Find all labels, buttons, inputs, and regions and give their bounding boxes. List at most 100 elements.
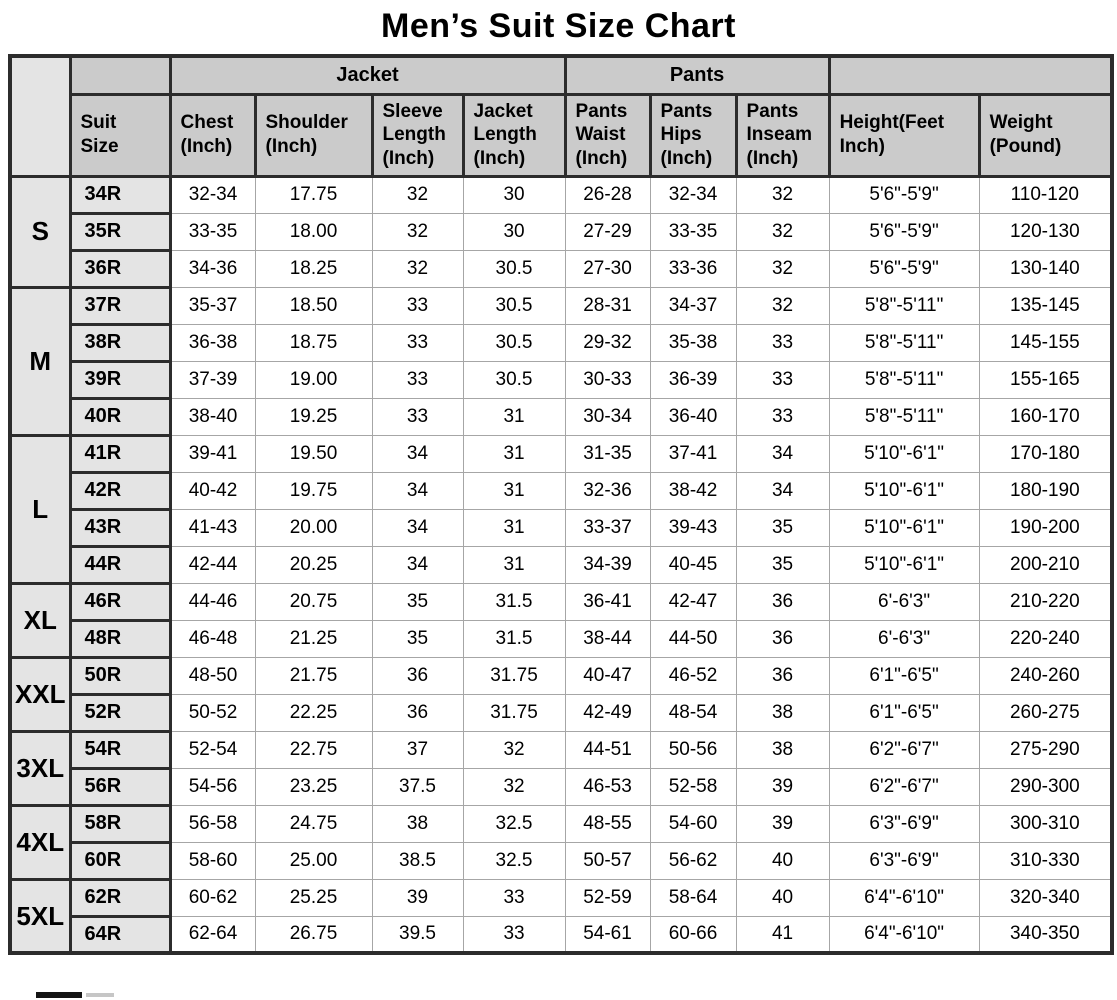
data-cell: 46-53 <box>564 767 651 806</box>
data-cell: 190-200 <box>978 508 1113 547</box>
data-cell: 6'-6'3" <box>828 582 980 621</box>
data-cell: 23.25 <box>254 767 373 806</box>
group-header-row: Jacket Pants <box>8 54 1114 178</box>
data-cell: 41 <box>735 915 830 954</box>
suit-size-cell: 58R <box>68 803 172 844</box>
data-cell: 52-54 <box>169 730 256 769</box>
data-cell: 320-340 <box>978 878 1113 917</box>
data-cell: 30 <box>462 175 566 214</box>
table-row: XXL 50R 48-50 21.75 36 31.75 40-47 46-52 36 6'1"-… <box>8 655 1113 733</box>
data-cell: 58-60 <box>169 841 256 880</box>
data-cell: 35-37 <box>169 286 256 325</box>
data-cell: 48-55 <box>564 804 651 843</box>
data-cell: 38.5 <box>371 841 464 880</box>
data-cell: 260-275 <box>978 693 1113 732</box>
suit-size-cell: 46R <box>68 581 172 622</box>
data-cell: 34 <box>371 471 464 510</box>
data-cell: 300-310 <box>978 804 1113 843</box>
data-cell: 39-43 <box>649 508 737 547</box>
data-cell: 36 <box>735 582 830 621</box>
data-cell: 31.5 <box>462 582 566 621</box>
data-cell: 32-36 <box>564 471 651 510</box>
data-cell: 19.50 <box>254 434 373 473</box>
suit-size-cell: 48R <box>68 618 172 659</box>
table-row: 4XL 58R 56-58 24.75 38 32.5 48-55 54-60 39 6'3"-6… <box>8 803 1113 881</box>
data-cell: 33-36 <box>649 249 737 288</box>
size-group-label: XL <box>8 581 72 659</box>
data-cell: 17.75 <box>254 175 373 214</box>
data-cell: 39 <box>735 767 830 806</box>
data-cell: 33 <box>371 397 464 436</box>
table-row: 52R 50-52 22.25 36 31.75 42-49 48-54 38 6'1"-6'5… <box>10 692 1113 733</box>
table-row: 35R 33-35 18.00 32 30 27-29 33-35 32 5'6"-5'9" 12… <box>10 211 1113 252</box>
suit-size-cell: 35R <box>68 211 172 252</box>
col-header-height: Height(Feet Inch) <box>827 92 981 178</box>
data-cell: 38 <box>735 693 830 732</box>
data-cell: 28-31 <box>564 286 651 325</box>
data-cell: 35 <box>371 582 464 621</box>
data-cell: 18.00 <box>254 212 373 251</box>
data-cell: 39 <box>735 804 830 843</box>
data-cell: 44-51 <box>564 730 651 769</box>
table-row: 36R 34-36 18.25 32 30.5 27-30 33-36 32 5'6"-5'9"… <box>10 248 1113 289</box>
data-cell: 36 <box>735 656 830 695</box>
data-cell: 31 <box>462 434 566 473</box>
data-cell: 275-290 <box>978 730 1113 769</box>
data-cell: 24.75 <box>254 804 373 843</box>
suit-size-cell: 40R <box>68 396 172 437</box>
suit-size-cell: 60R <box>68 840 172 881</box>
table-row: 5XL 62R 60-62 25.25 39 33 52-59 58-64 40 6'4"-6'1… <box>8 877 1113 955</box>
data-cell: 19.00 <box>254 360 373 399</box>
data-cell: 36-41 <box>564 582 651 621</box>
data-cell: 36 <box>371 693 464 732</box>
data-cell: 210-220 <box>978 582 1113 621</box>
col-header-pants-inseam: Pants Inseam (Inch) <box>734 92 831 178</box>
data-cell: 33 <box>462 915 566 954</box>
table-row: 38R 36-38 18.75 33 30.5 29-32 35-38 33 5'8"-5'11… <box>10 322 1113 363</box>
data-cell: 135-145 <box>978 286 1113 325</box>
data-cell: 20.75 <box>254 582 373 621</box>
data-cell: 44-46 <box>169 582 256 621</box>
data-cell: 33 <box>462 878 566 917</box>
col-header-jacket-length: Jacket Length (Inch) <box>461 92 567 178</box>
data-cell: 54-56 <box>169 767 256 806</box>
data-cell: 5'6"-5'9" <box>828 212 980 251</box>
data-cell: 19.25 <box>254 397 373 436</box>
suit-size-cell: 54R <box>68 729 172 770</box>
data-cell: 30.5 <box>462 360 566 399</box>
data-cell: 18.25 <box>254 249 373 288</box>
data-cell: 25.00 <box>254 841 373 880</box>
data-cell: 56-58 <box>169 804 256 843</box>
size-group-label: S <box>8 174 72 289</box>
data-cell: 42-49 <box>564 693 651 732</box>
data-cell: 40 <box>735 841 830 880</box>
suit-size-cell: 50R <box>68 655 172 696</box>
data-cell: 5'10"-6'1" <box>828 508 980 547</box>
data-cell: 6'4"-6'10" <box>828 878 980 917</box>
suit-size-cell: 36R <box>68 248 172 289</box>
data-cell: 31 <box>462 508 566 547</box>
data-cell: 48-50 <box>169 656 256 695</box>
data-cell: 32 <box>735 286 830 325</box>
data-cell: 32-34 <box>169 175 256 214</box>
data-cell: 6'1"-6'5" <box>828 693 980 732</box>
data-cell: 54-60 <box>649 804 737 843</box>
data-cell: 34 <box>371 434 464 473</box>
suit-size-group-spacer <box>68 54 172 96</box>
data-cell: 25.25 <box>254 878 373 917</box>
data-cell: 34 <box>371 508 464 547</box>
data-cell: 40 <box>735 878 830 917</box>
size-group-label: M <box>8 285 72 437</box>
data-cell: 340-350 <box>978 915 1113 954</box>
data-cell: 37.5 <box>371 767 464 806</box>
data-cell: 170-180 <box>978 434 1113 473</box>
table-row: S 34R 32-34 17.75 32 30 26-28 32-34 32 5'6"-5'9" 1… <box>8 174 1113 289</box>
suit-size-cell: 34R <box>68 174 172 215</box>
table-row: 40R 38-40 19.25 33 31 30-34 36-40 33 5'8"-5'11" 1… <box>10 396 1113 437</box>
table-row: 39R 37-39 19.00 33 30.5 30-33 36-39 33 5'8"-5'11… <box>10 359 1113 400</box>
data-cell: 27-30 <box>564 249 651 288</box>
data-cell: 110-120 <box>978 175 1113 214</box>
data-cell: 160-170 <box>978 397 1113 436</box>
data-cell: 32 <box>371 175 464 214</box>
data-cell: 35 <box>735 545 830 584</box>
